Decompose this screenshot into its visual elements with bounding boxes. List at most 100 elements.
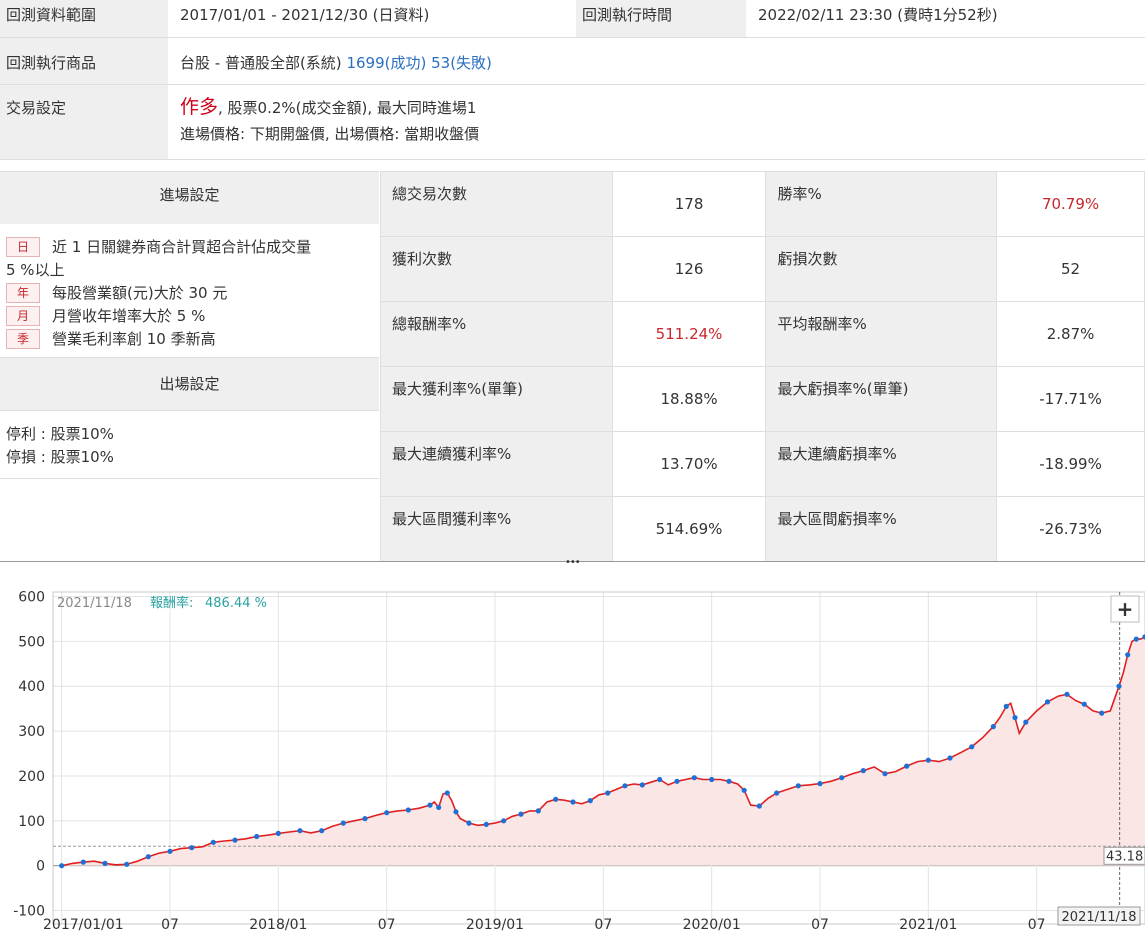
trade-marker	[483, 821, 489, 827]
trade-marker	[466, 820, 472, 826]
trade-marker	[436, 804, 442, 810]
stat-value: 511.24%	[611, 301, 767, 367]
cursor-date-box: 2021/11/18	[1057, 906, 1141, 926]
trade-marker	[839, 775, 845, 781]
stat-value: 178	[611, 171, 767, 237]
stats-row: 最大區間獲利率% 514.69% 最大區間虧損率% -26.73%	[380, 496, 1145, 562]
y-tick-label: 300	[18, 724, 45, 740]
plot-frame	[52, 591, 1145, 925]
entry-settings-title: 進場設定	[0, 172, 379, 224]
trade-marker	[657, 776, 663, 783]
range-value: 2017/01/01 - 2021/12/30 (日資料)	[168, 0, 576, 38]
trade-marker	[622, 783, 628, 789]
stat-value: -26.73%	[996, 496, 1145, 562]
product-fail-link[interactable]: 53(失敗)	[431, 53, 492, 72]
trade-marker	[1125, 652, 1131, 658]
stat-value: -17.71%	[996, 366, 1145, 432]
stat-label: 獲利次數	[380, 236, 613, 302]
x-tick-label: 2019/01	[466, 917, 524, 933]
trade-marker	[102, 860, 108, 866]
trade-marker	[518, 811, 524, 817]
trade-marker	[795, 783, 801, 789]
tag-daily: 日	[6, 237, 40, 257]
trade-marker	[145, 854, 151, 860]
splitter-grip[interactable]: •••	[565, 557, 581, 568]
trade-marker	[756, 803, 762, 809]
trade-marker	[605, 790, 611, 796]
trade-marker	[570, 799, 576, 805]
y-tick-label: 0	[36, 859, 45, 875]
x-tick-label: 2017/01/01	[43, 917, 124, 933]
cursor-date: 2021/11/18	[1062, 910, 1137, 925]
stat-value: 13.70%	[611, 431, 767, 497]
trade-marker	[275, 830, 281, 836]
product-name: 台股 - 普通股全部(系統)	[180, 53, 342, 72]
trade-marker	[726, 778, 732, 784]
stat-value: 2.87%	[996, 301, 1145, 367]
trade-marker	[904, 763, 910, 769]
trade-marker	[319, 828, 325, 834]
trade-marker	[882, 771, 888, 777]
stat-label: 虧損次數	[765, 236, 998, 302]
trade-marker	[817, 781, 823, 787]
trade-marker	[990, 724, 996, 730]
entry-condition-quarterly: 季營業毛利率創 10 季新高	[0, 328, 379, 358]
stop-loss: 停損 : 股票10%	[6, 448, 114, 466]
stat-label: 最大區間獲利率%	[380, 496, 613, 562]
trade-marker	[587, 798, 593, 804]
exec-time-value: 2022/02/11 23:30 (費時1分52秒)	[746, 0, 1145, 38]
stats-row: 總報酬率% 511.24% 平均報酬率% 2.87%	[380, 301, 1145, 367]
trade-marker	[1003, 703, 1009, 709]
y-tick-label: 500	[18, 634, 45, 650]
y-tick-label: 600	[18, 589, 45, 605]
zoom-icon: +	[1117, 597, 1134, 621]
trade-marker	[1142, 634, 1145, 640]
stat-label: 勝率%	[765, 171, 998, 237]
entry-condition-yearly: 年每股營業額(元)大於 30 元	[0, 282, 379, 305]
product-success-link[interactable]: 1699(成功)	[346, 53, 427, 72]
entry-condition-text: 近 1 日關鍵券商合計買超合計佔成交量	[52, 238, 312, 256]
trade-marker	[210, 839, 216, 845]
tooltip-label: 報酬率:	[150, 595, 193, 611]
trade-marker	[340, 820, 346, 826]
take-profit: 停利 : 股票10%	[6, 425, 114, 443]
trade-marker	[384, 810, 390, 816]
trade-marker	[1023, 719, 1029, 725]
trade-direction: 作多	[180, 95, 219, 118]
pane-splitter[interactable]	[0, 561, 1145, 567]
trade-marker	[639, 782, 645, 788]
stats-row: 最大獲利率%(單筆) 18.88% 最大虧損率%(單筆) -17.71%	[380, 366, 1145, 432]
entry-condition-text: 營業毛利率創 10 季新高	[52, 330, 216, 348]
stat-value: 70.79%	[996, 171, 1145, 237]
trade-marker	[709, 776, 715, 783]
x-tick-label: 2020/01	[683, 917, 741, 933]
trade-marker	[232, 837, 238, 843]
entry-condition-cont: 5 %以上	[6, 261, 65, 279]
stats-row: 總交易次數 178 勝率% 70.79%	[380, 171, 1145, 237]
trade-marker	[774, 790, 780, 796]
trade-marker	[1081, 701, 1087, 707]
trade-marker	[189, 845, 195, 851]
trade-marker	[947, 755, 953, 761]
tooltip-date: 2021/11/18	[57, 596, 132, 611]
x-tick-label: 07	[811, 917, 829, 933]
trade-marker	[453, 809, 459, 815]
stats-table: 總交易次數 178 勝率% 70.79% 獲利次數 126 虧損次數 52 總報酬率% 511.2…	[380, 171, 1145, 562]
trade-marker	[1012, 715, 1018, 721]
entry-condition-text: 每股營業額(元)大於 30 元	[52, 284, 228, 302]
stats-row: 獲利次數 126 虧損次數 52	[380, 236, 1145, 302]
trade-marker	[553, 796, 559, 802]
trade-marker	[1133, 636, 1139, 642]
tag-monthly: 月	[6, 306, 40, 326]
exit-conditions: 停利 : 股票10% 停損 : 股票10%	[0, 411, 379, 479]
entry-condition-daily: 日近 1 日關鍵券商合計買超合計佔成交量 5 %以上	[0, 236, 379, 282]
trade-label: 交易設定	[0, 84, 168, 160]
stats-row: 最大連續獲利率% 13.70% 最大連續虧損率% -18.99%	[380, 431, 1145, 497]
tag-quarterly: 季	[6, 329, 40, 349]
trade-marker	[254, 833, 260, 840]
stat-label: 總交易次數	[380, 171, 613, 237]
zoom-button[interactable]: +	[1110, 595, 1140, 623]
x-tick-label: 07	[594, 917, 612, 933]
